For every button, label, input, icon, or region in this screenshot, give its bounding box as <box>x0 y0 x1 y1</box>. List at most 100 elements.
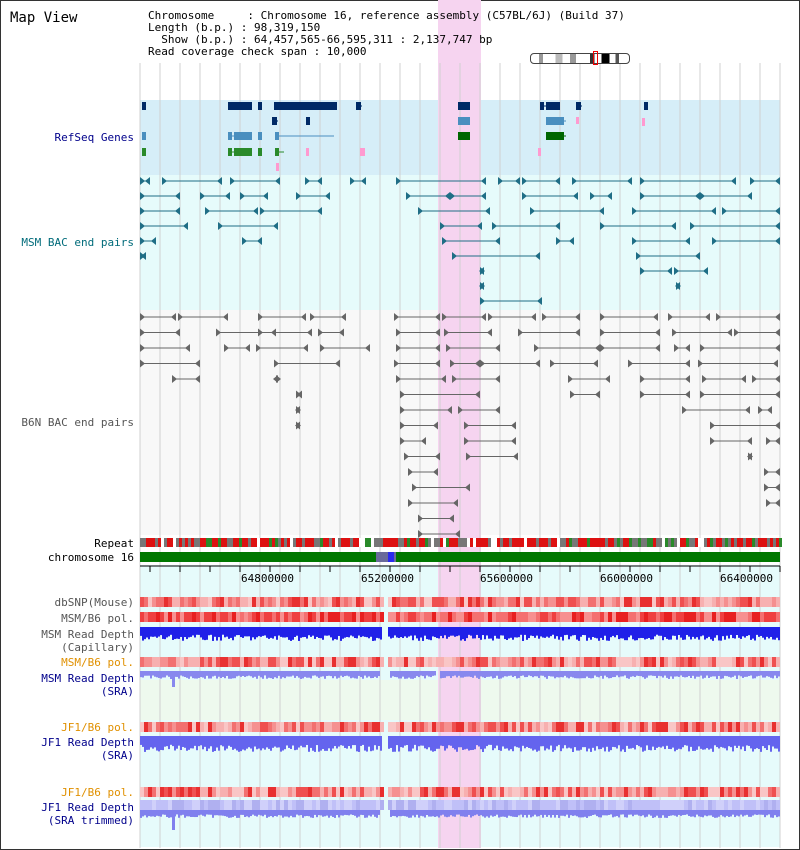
depth-bar <box>396 810 398 818</box>
bac-end-marker <box>140 177 145 185</box>
heat-cell <box>292 800 296 810</box>
bac-end-marker <box>450 192 455 200</box>
depth-bar <box>434 736 436 752</box>
heat-cell <box>336 612 340 622</box>
depth-bar <box>764 736 766 749</box>
label-dbsnp[interactable]: dbSNP(Mouse) <box>54 596 134 609</box>
bac-end-marker <box>698 359 703 368</box>
depth-bar <box>598 627 600 641</box>
heat-cell <box>736 787 740 797</box>
repeat-block <box>596 538 599 547</box>
heat-cell <box>776 597 780 607</box>
heat-cell <box>760 597 764 607</box>
label-msm-b6-pol[interactable]: MSM/B6 pol. <box>61 612 134 625</box>
heat-cell <box>772 597 776 607</box>
label-jf1-b6-pol[interactable]: JF1/B6 pol. <box>61 721 134 734</box>
bac-end-marker <box>775 328 780 337</box>
repeat-block <box>194 538 197 547</box>
label-msm-read-sra[interactable]: MSM Read Depth (SRA) <box>10 672 134 698</box>
depth-bar <box>320 810 322 816</box>
label-refseq-genes[interactable]: RefSeq Genes <box>54 131 134 144</box>
label-msm-read-capillary[interactable]: MSM Read Depth (Capillary) <box>10 628 134 654</box>
bac-end-marker <box>216 328 221 337</box>
label-jf1-read-sra[interactable]: JF1 Read Depth (SRA) <box>10 736 134 762</box>
depth-bar <box>642 736 644 752</box>
depth-bar <box>526 810 528 818</box>
repeat-block <box>305 538 308 547</box>
depth-bar <box>334 671 336 677</box>
depth-bar <box>512 736 514 752</box>
bac-end-marker <box>475 390 480 399</box>
repeat-block <box>725 538 728 547</box>
heat-cell <box>620 722 624 732</box>
depth-bar <box>700 736 702 749</box>
depth-bar <box>374 810 376 817</box>
heat-cell <box>624 800 628 810</box>
depth-bar <box>442 810 444 815</box>
depth-bar <box>222 671 224 677</box>
depth-bar <box>754 627 756 641</box>
heat-cell <box>208 787 212 797</box>
depth-bar <box>768 810 770 815</box>
bac-end-marker <box>224 344 229 352</box>
label-b6n-bac[interactable]: B6N BAC end pairs <box>21 416 134 429</box>
depth-bar <box>762 671 764 678</box>
depth-bar <box>628 671 630 679</box>
heat-cell <box>344 597 348 607</box>
heat-cell <box>364 657 368 667</box>
depth-bar <box>674 627 676 636</box>
depth-bar <box>584 671 586 679</box>
depth-bar <box>570 810 572 816</box>
chromosome-ideogram[interactable] <box>530 53 630 64</box>
bac-end-marker <box>640 267 645 275</box>
repeat-block <box>341 538 344 547</box>
depth-bar <box>680 736 682 750</box>
depth-bar <box>628 810 630 815</box>
heat-cell <box>368 722 372 732</box>
heat-cell <box>636 787 640 797</box>
heat-cell <box>676 722 680 732</box>
depth-bar <box>682 810 684 816</box>
heat-cell <box>268 722 272 732</box>
depth-bar <box>552 671 554 677</box>
label-jf1-read-trimmed[interactable]: JF1 Read Depth (SRA trimmed) <box>10 801 134 827</box>
heat-cell <box>452 612 456 622</box>
depth-bar <box>388 627 390 637</box>
depth-bar <box>664 671 666 676</box>
depth-bar <box>502 627 504 636</box>
heat-cell <box>460 787 464 797</box>
depth-bar <box>526 671 528 678</box>
heat-cell <box>488 722 492 732</box>
depth-bar <box>496 810 498 815</box>
depth-bar <box>670 736 672 750</box>
heat-cell <box>148 612 152 622</box>
label-msm-bac[interactable]: MSM BAC end pairs <box>21 236 134 249</box>
depth-bar <box>688 810 690 816</box>
heat-cell <box>592 612 596 622</box>
depth-bar <box>778 810 780 817</box>
heat-cell <box>200 597 204 607</box>
depth-bar <box>454 627 456 637</box>
heat-cell <box>580 657 584 667</box>
depth-bar <box>542 810 544 818</box>
heat-cell <box>672 722 676 732</box>
depth-bar <box>360 810 362 815</box>
depth-bar <box>702 736 704 750</box>
depth-bar <box>236 671 238 677</box>
heat-cell <box>692 612 696 622</box>
bac-end-marker <box>775 499 780 507</box>
depth-bar <box>334 736 336 747</box>
heat-cell <box>600 597 604 607</box>
bac-end-marker <box>513 452 518 461</box>
label-jf1-b6-pol-trim[interactable]: JF1/B6 pol. <box>61 786 134 799</box>
heat-cell <box>396 722 400 732</box>
bac-end-marker <box>301 313 306 321</box>
repeat-block <box>296 538 299 547</box>
depth-bar <box>294 736 296 751</box>
heat-cell <box>752 612 756 622</box>
repeat-block <box>266 538 269 547</box>
label-msm-b6-pol-sra[interactable]: MSM/B6 pol. <box>61 656 134 669</box>
heat-cell <box>228 612 232 622</box>
heat-cell <box>636 657 640 667</box>
heat-cell <box>776 800 780 810</box>
